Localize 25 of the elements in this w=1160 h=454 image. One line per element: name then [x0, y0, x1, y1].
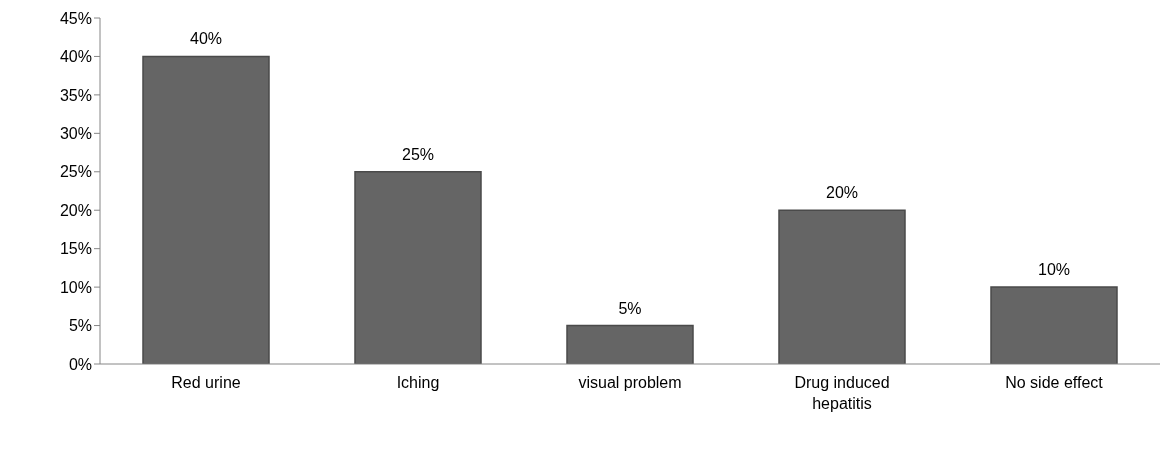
- y-tick-label: 20%: [59, 201, 92, 219]
- x-tick-label: Iching: [396, 374, 440, 391]
- y-tick-label: 40%: [59, 48, 92, 66]
- data-label: 10%: [1037, 261, 1071, 279]
- x-tick-label: Drug induced hepatitis: [794, 374, 890, 412]
- bar: [778, 209, 906, 364]
- x-tick-label: visual problem: [578, 374, 682, 391]
- x-tick-label: Red urine: [171, 374, 241, 391]
- bar: [354, 171, 482, 364]
- bar: [990, 286, 1118, 364]
- x-tick-label: No side effect: [1005, 374, 1104, 391]
- y-tick-label: 30%: [59, 125, 92, 143]
- y-tick-label: 10%: [59, 278, 92, 296]
- y-tick-label: 45%: [59, 9, 92, 27]
- data-label: 25%: [401, 145, 435, 163]
- data-label: 20%: [825, 184, 859, 202]
- bar: [566, 324, 694, 364]
- y-tick-label: 35%: [59, 86, 92, 104]
- y-tick-label: 0%: [68, 355, 92, 373]
- y-tick-label: 15%: [59, 240, 92, 258]
- y-tick-label: 25%: [59, 163, 92, 181]
- bar: [142, 55, 270, 364]
- y-tick-label: 5%: [68, 317, 92, 335]
- data-label: 40%: [189, 30, 223, 48]
- data-label: 5%: [618, 299, 642, 317]
